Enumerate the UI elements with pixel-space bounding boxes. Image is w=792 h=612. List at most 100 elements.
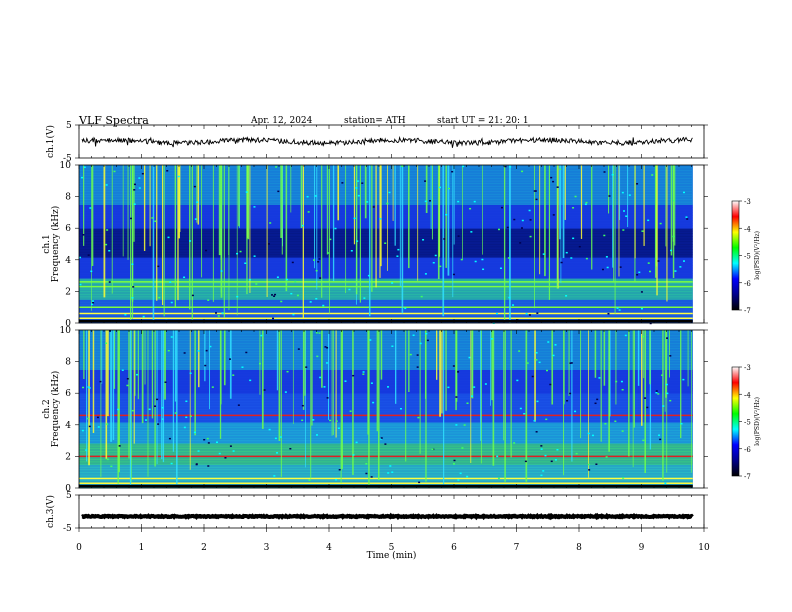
x-tick-label: 1 [139, 543, 145, 553]
noise-pixel [540, 474, 543, 477]
noise-pixel [638, 271, 641, 274]
spectrogram-band [79, 270, 693, 274]
noise-pixel [284, 391, 287, 393]
spectrogram-band [79, 332, 693, 336]
spectrogram-band [79, 296, 693, 300]
noise-pixel [418, 481, 421, 484]
spectrogram-band [79, 348, 693, 352]
noise-pixel [110, 465, 113, 468]
noise-pixel [598, 377, 601, 379]
noise-pixel [81, 429, 84, 432]
noise-pixel [196, 201, 199, 203]
noise-pixel [148, 408, 151, 411]
noise-pixel [603, 171, 606, 173]
noise-pixel [79, 256, 82, 259]
spectrogram-band [79, 337, 693, 342]
noise-pixel [253, 255, 256, 257]
noise-pixel [189, 415, 192, 418]
spectrogram-band [79, 340, 693, 344]
noise-pixel [315, 434, 318, 436]
noise-pixel [126, 378, 129, 380]
noise-pixel [324, 346, 327, 348]
spectrogram-band [79, 251, 693, 256]
noise-pixel [292, 313, 295, 316]
x-tick-label: 5 [389, 543, 395, 553]
noise-pixel [389, 465, 392, 467]
noise-pixel [606, 266, 609, 269]
spectrogram-band [79, 361, 693, 365]
ch1-waveform-panel: 5 -5 ch.1(V) [45, 121, 708, 164]
noise-pixel [529, 235, 532, 238]
spectrogram-band [79, 217, 693, 221]
spectrogram-band [79, 464, 693, 468]
noise-pixel [301, 224, 304, 227]
noise-pixel [497, 477, 500, 480]
noise-pixel [404, 307, 407, 310]
noise-pixel [469, 207, 472, 210]
noise-pixel [167, 349, 170, 352]
noise-pixel [519, 407, 522, 410]
spectrogram-band [79, 186, 693, 190]
noise-pixel [622, 477, 625, 479]
noise-pixel [618, 309, 621, 311]
noise-pixel [396, 255, 399, 257]
colorbar-label: log(PSD)(V²/Hz) [754, 231, 761, 280]
spectrogram-band [79, 398, 693, 402]
noise-pixel [549, 383, 552, 386]
spectrogram-band [79, 209, 693, 213]
noise-pixel [229, 358, 232, 360]
noise-pixel [482, 268, 485, 271]
spectrogram-band [79, 366, 693, 370]
noise-pixel [241, 366, 244, 368]
spectrogram-band [79, 459, 693, 463]
noise-pixel [138, 187, 141, 189]
spectrogram-band [79, 178, 693, 182]
noise-pixel [193, 185, 196, 188]
noise-pixel [380, 438, 383, 440]
noise-pixel [216, 441, 219, 444]
noise-pixel [366, 201, 369, 203]
noise-pixel [82, 234, 85, 236]
noise-pixel [559, 168, 562, 170]
spectrogram-band [79, 427, 693, 431]
noise-pixel [528, 209, 531, 212]
noise-pixel [189, 240, 192, 242]
noise-pixel [387, 472, 390, 474]
noise-pixel [224, 457, 227, 459]
colorbar-tick-label: -3 [744, 364, 751, 372]
noise-pixel [647, 262, 650, 264]
noise-pixel [88, 387, 91, 389]
spectrogram-band [79, 480, 693, 484]
noise-pixel [356, 240, 359, 242]
noise-pixel [399, 408, 402, 410]
noise-pixel [497, 228, 500, 231]
spectrogram-band [79, 440, 693, 444]
ch1-spectrogram-panel: 0 2 4 6 8 10 ch.1 Frequency (kHz) -3 -4 -5 -6 -7 log(… [42, 161, 761, 329]
x-tick-label: 0 [76, 543, 82, 553]
noise-pixel [424, 180, 427, 182]
noise-pixel [578, 245, 581, 248]
noise-pixel [509, 166, 512, 168]
noise-pixel [318, 258, 321, 260]
noise-pixel [203, 438, 206, 441]
noise-pixel [244, 262, 247, 264]
ch3-waveform-trace [81, 512, 694, 521]
noise-pixel [372, 401, 375, 404]
noise-pixel [566, 399, 569, 402]
noise-pixel [682, 191, 685, 194]
noise-pixel [669, 355, 672, 357]
noise-pixel [357, 194, 360, 197]
noise-pixel [326, 346, 329, 349]
spectrogram-band [79, 291, 693, 295]
noise-pixel [620, 380, 623, 383]
noise-pixel [297, 348, 300, 350]
spectrogram-band [79, 451, 693, 455]
noise-pixel [191, 294, 194, 297]
noise-pixel [164, 381, 167, 383]
spectrogram-band [79, 315, 693, 319]
noise-pixel [640, 291, 643, 293]
noise-pixel [168, 437, 171, 440]
channel-label: ch.2 [42, 399, 52, 418]
noise-pixel [416, 354, 419, 356]
